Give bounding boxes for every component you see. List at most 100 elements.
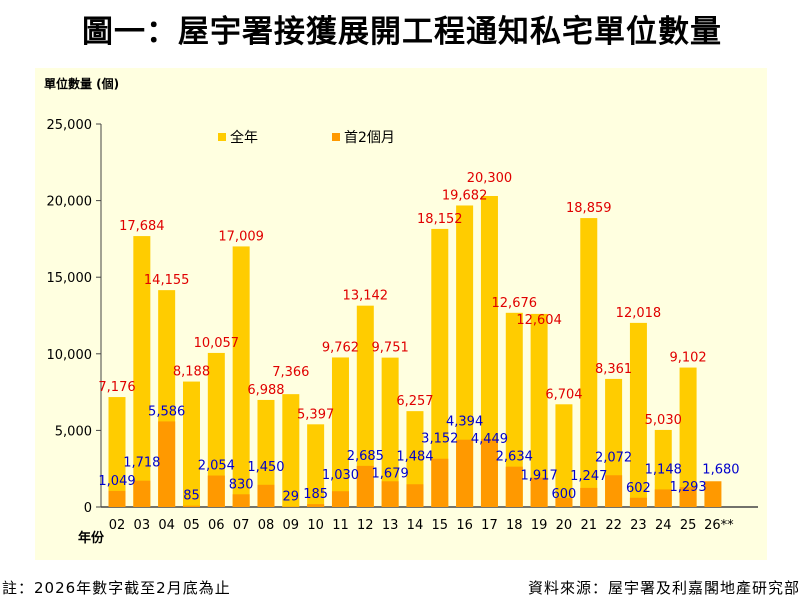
data-label-first-two-months: 4,394 — [446, 415, 483, 430]
bar-first-two-months — [133, 480, 151, 507]
bar-first-two-months — [431, 458, 449, 507]
bar-full-year — [207, 352, 225, 507]
data-label-full-year: 7,176 — [98, 380, 135, 395]
bar-first-two-months — [456, 439, 474, 507]
bar-full-year — [480, 196, 498, 507]
data-label-full-year: 18,152 — [417, 212, 463, 227]
x-tick-label: 07 — [233, 518, 250, 533]
legend-label-1: 首2個月 — [344, 130, 395, 146]
x-tick-label: 02 — [109, 518, 126, 533]
data-label-first-two-months: 1,679 — [372, 466, 409, 481]
data-label-full-year: 9,751 — [372, 341, 409, 356]
x-tick-label: 09 — [283, 518, 300, 533]
data-label-full-year: 12,604 — [516, 313, 562, 328]
footnote: 註：2026年數字截至2月底為止 — [2, 579, 231, 597]
chart-title: 圖一：屋宇署接獲展開工程通知私宅單位數量 — [82, 14, 722, 50]
data-label-full-year: 5,030 — [645, 413, 682, 428]
data-label-full-year: 5,397 — [297, 407, 334, 422]
bar-full-year — [530, 313, 548, 507]
bar-full-year — [629, 322, 647, 507]
source-note: 資料來源：屋宇署及利嘉閣地產研究部 — [527, 579, 800, 597]
x-tick-label: 12 — [357, 518, 374, 533]
data-label-full-year: 13,142 — [343, 289, 389, 304]
bar-full-year — [133, 236, 151, 507]
y-tick-label: 5,000 — [55, 424, 92, 439]
bar-full-year — [679, 367, 697, 507]
bar-first-two-months — [331, 491, 349, 507]
bar-full-year — [381, 357, 399, 507]
bar-first-two-months — [158, 421, 176, 507]
bar-first-two-months — [307, 504, 325, 507]
bar-first-two-months — [629, 497, 647, 507]
data-label-first-two-months: 2,685 — [347, 449, 384, 464]
data-label-first-two-months: 1,484 — [396, 449, 433, 464]
bar-full-year — [232, 246, 250, 507]
x-tick-label: 18 — [506, 518, 523, 533]
data-label-first-two-months: 1,293 — [669, 480, 706, 495]
data-label-full-year: 17,684 — [119, 219, 165, 234]
bar-full-year — [257, 399, 275, 507]
data-label-first-two-months: 1,718 — [123, 456, 160, 471]
data-label-first-two-months: 2,072 — [595, 450, 632, 465]
x-tick-label: 17 — [481, 518, 498, 533]
y-tick-label: 0 — [84, 501, 92, 516]
data-label-first-two-months: 185 — [303, 487, 328, 502]
data-label-full-year: 9,762 — [322, 340, 359, 355]
x-tick-label: 06 — [208, 518, 225, 533]
bar-first-two-months — [406, 484, 424, 507]
bar-first-two-months — [654, 489, 672, 507]
data-label-full-year: 12,018 — [616, 306, 662, 321]
bar-full-year — [182, 381, 200, 507]
bar-first-two-months — [356, 465, 374, 507]
data-label-full-year: 12,676 — [492, 296, 538, 311]
bar-full-year — [654, 429, 672, 507]
bar-full-year — [307, 424, 325, 507]
x-tick-label: 14 — [407, 518, 424, 533]
data-label-first-two-months: 602 — [626, 481, 651, 496]
x-tick-label: 03 — [134, 518, 151, 533]
bar-first-two-months — [480, 438, 498, 507]
y-tick-label: 15,000 — [47, 271, 93, 286]
bar-first-two-months — [505, 466, 523, 507]
bar-first-two-months — [207, 475, 225, 507]
bar-first-two-months — [605, 475, 623, 507]
data-label-first-two-months: 1,680 — [702, 462, 739, 477]
data-label-first-two-months: 600 — [552, 487, 577, 502]
x-tick-label: 04 — [158, 518, 175, 533]
data-label-full-year: 7,366 — [272, 365, 309, 380]
data-label-first-two-months: 830 — [229, 477, 254, 492]
data-label-first-two-months: 5,586 — [148, 404, 185, 419]
bar-full-year — [406, 411, 424, 507]
data-label-full-year: 19,682 — [442, 188, 488, 203]
y-tick-label: 25,000 — [47, 118, 93, 133]
data-label-first-two-months: 1,148 — [645, 462, 682, 477]
data-label-full-year: 8,361 — [595, 362, 632, 377]
data-label-full-year: 6,988 — [247, 383, 284, 398]
data-label-first-two-months: 3,152 — [421, 432, 458, 447]
bar-first-two-months — [555, 497, 573, 507]
bar-full-year — [356, 305, 374, 507]
data-label-first-two-months: 2,054 — [198, 459, 235, 474]
data-label-full-year: 8,188 — [173, 365, 210, 380]
x-tick-label: 11 — [332, 518, 349, 533]
data-label-full-year: 17,009 — [218, 229, 264, 244]
bar-first-two-months — [182, 505, 200, 507]
y-axis-title: 單位數量 (個) — [44, 76, 119, 91]
data-label-first-two-months: 1,030 — [322, 468, 359, 483]
bar-first-two-months — [679, 487, 697, 507]
data-label-first-two-months: 1,917 — [521, 469, 558, 484]
bar-full-year — [282, 394, 300, 507]
bar-full-year — [431, 228, 449, 507]
x-tick-label: 13 — [382, 518, 399, 533]
legend-swatch-0 — [218, 133, 226, 141]
bar-full-year — [605, 378, 623, 507]
x-axis-title: 年份 — [78, 530, 105, 546]
x-tick-label: 10 — [307, 518, 324, 533]
bar-first-two-months — [704, 481, 722, 507]
data-label-first-two-months: 85 — [183, 489, 200, 504]
bar-full-year — [331, 357, 349, 507]
bar-full-year — [505, 312, 523, 507]
bar-full-year — [580, 218, 598, 507]
data-label-full-year: 9,102 — [669, 351, 706, 366]
